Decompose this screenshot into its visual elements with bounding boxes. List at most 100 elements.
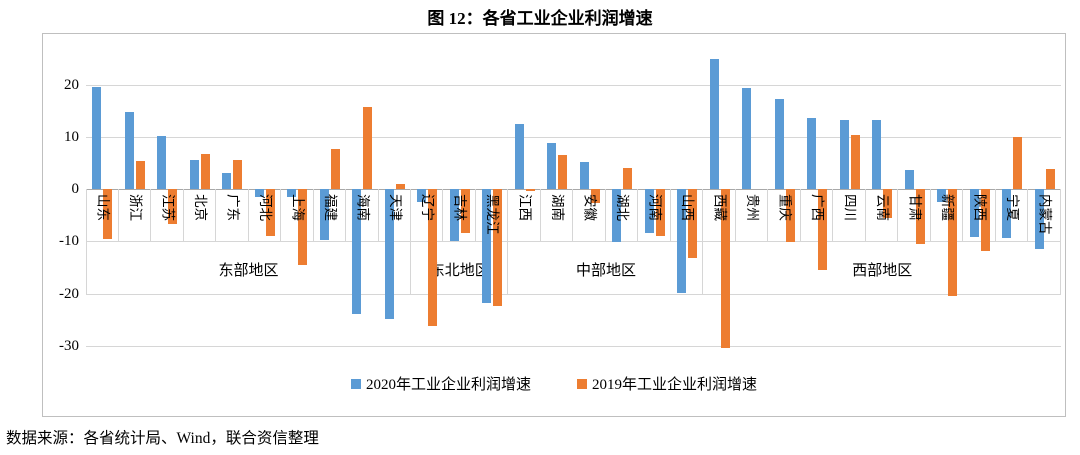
y-tick-label: -10 (59, 233, 79, 250)
bar-2019-江西 (525, 189, 535, 192)
bar-2020-福建 (319, 189, 329, 241)
category-slot: 天津 (379, 45, 412, 361)
x-axis-label: 海南 (355, 194, 371, 222)
category-slot: 江苏 (151, 45, 184, 361)
axis-separator (247, 189, 249, 242)
bar-2019-海南 (363, 106, 373, 190)
axis-separator (604, 189, 606, 242)
bar-2019-山东 (103, 189, 113, 239)
category-slot: 江西 (508, 45, 541, 361)
bar-2019-安徽 (590, 189, 600, 203)
x-axis-label: 四川 (842, 194, 858, 222)
x-axis-label: 广东 (225, 194, 241, 222)
axis-separator (86, 189, 87, 294)
category-slot: 内蒙古 (1028, 45, 1061, 361)
region-group: 山东 浙江 江苏 北京 广东 河北 上海 福建 海南 天津 东部地区 (86, 45, 411, 361)
bar-2019-江苏 (168, 189, 178, 224)
bar-2020-浙江 (124, 111, 134, 190)
chart-container: 20 10 0 -10 -20 -30 山东 浙江 江苏 北京 广东 河北 上海 福建 海南 天津 东部地区辽… (42, 33, 1066, 417)
x-axis-label: 贵州 (745, 194, 761, 222)
gridline (86, 84, 1061, 86)
x-axis-label: 北京 (192, 194, 208, 222)
category-slot: 甘肃 (898, 45, 931, 361)
bar-2020-广西 (807, 118, 817, 190)
bar-2019-甘肃 (915, 189, 925, 244)
bar-2020-湖北 (612, 189, 622, 242)
bar-2019-北京 (200, 154, 210, 190)
bar-2019-浙江 (135, 160, 145, 190)
y-axis: 20 10 0 -10 -20 -30 (43, 45, 79, 361)
region-group: 江西 湖南 安徽 湖北 河南 山西 中部地区 (508, 45, 704, 361)
figure-title: 图 12：各省工业企业利润增速 (427, 9, 653, 28)
x-axis-label: 新疆 (940, 194, 956, 222)
x-axis-label: 西藏 (712, 194, 728, 222)
x-axis-label: 浙江 (127, 194, 143, 222)
bar-2020-重庆 (774, 98, 784, 190)
x-axis-label: 湖南 (550, 194, 566, 222)
x-axis-label: 辽宁 (420, 194, 436, 222)
category-slot: 广东 (216, 45, 249, 361)
x-axis-label: 陕西 (972, 194, 988, 222)
axis-separator (799, 189, 801, 242)
x-axis-label: 甘肃 (907, 194, 923, 222)
axis-separator (182, 189, 184, 242)
y-tick-label: -30 (59, 337, 79, 354)
region-group: 辽宁 吉林 黑龙江 东北地区 (411, 45, 509, 361)
category-slot: 上海 (281, 45, 314, 361)
region-label: 西部地区 (852, 262, 913, 279)
region-separator (507, 189, 509, 294)
bar-2019-云南 (883, 189, 893, 219)
bar-2019-福建 (330, 149, 340, 190)
bar-2019-吉林 (460, 189, 470, 234)
bar-2020-江苏 (157, 136, 167, 190)
axis-separator (572, 189, 574, 242)
category-slot: 新疆 (931, 45, 964, 361)
category-slot: 四川 (833, 45, 866, 361)
x-axis-label: 内蒙古 (1037, 194, 1053, 235)
gridline (86, 241, 1061, 243)
plot-area: 山东 浙江 江苏 北京 广东 河北 上海 福建 海南 天津 东部地区 辽宁 吉林 黑龙江 东北地区 江西 湖南安… (86, 45, 1061, 361)
region-separator (1059, 189, 1061, 294)
axis-separator (215, 189, 216, 242)
axis-separator (734, 189, 736, 242)
bar-2019-内蒙古 (1045, 169, 1055, 190)
bar-2020-黑龙江 (482, 189, 492, 304)
x-axis-label: 黑龙江 (485, 194, 501, 235)
bar-2020-内蒙古 (1034, 189, 1044, 249)
bar-2020-贵州 (742, 87, 752, 190)
category-axis: 山东 浙江 江苏 北京 广东 河北 上海 福建 海南 天津 东部地区 辽宁 吉林 黑龙江 东北地区 江西 湖南安… (86, 45, 1061, 361)
bar-2019-西藏 (720, 189, 730, 349)
category-slot: 黑龙江 (476, 45, 509, 361)
bar-2020-北京 (189, 160, 199, 190)
x-axis-line (86, 189, 1061, 191)
region-label: 东部地区 (218, 262, 279, 279)
axis-separator (994, 189, 996, 242)
x-axis-label: 宁夏 (1005, 194, 1021, 222)
legend-swatch-icon (577, 378, 587, 389)
axis-separator (150, 189, 151, 242)
axis-separator (312, 189, 314, 242)
x-axis-label: 河南 (647, 194, 663, 222)
x-axis-label: 江西 (517, 194, 533, 222)
bar-2019-天津 (395, 183, 405, 190)
axis-separator (767, 189, 769, 242)
category-slot: 辽宁 (411, 45, 444, 361)
bar-2019-辽宁 (428, 189, 438, 326)
bar-2020-天津 (384, 189, 394, 319)
bar-2020-云南 (872, 120, 882, 190)
axis-separator (442, 189, 444, 242)
category-slot: 山东 (86, 45, 119, 361)
bar-2020-上海 (287, 189, 297, 197)
bar-2020-宁夏 (1002, 189, 1012, 238)
axis-separator (669, 189, 671, 242)
bar-2019-山西 (688, 189, 698, 258)
category-slot: 广西 (801, 45, 834, 361)
x-axis-label: 山西 (680, 194, 696, 222)
category-slot: 吉林 (443, 45, 476, 361)
category-slot: 云南 (866, 45, 899, 361)
x-axis-label: 天津 (387, 194, 403, 222)
bar-2020-河南 (644, 189, 654, 234)
axis-separator (539, 189, 541, 242)
category-slot: 浙江 (119, 45, 151, 361)
bar-2020-江西 (514, 124, 524, 190)
